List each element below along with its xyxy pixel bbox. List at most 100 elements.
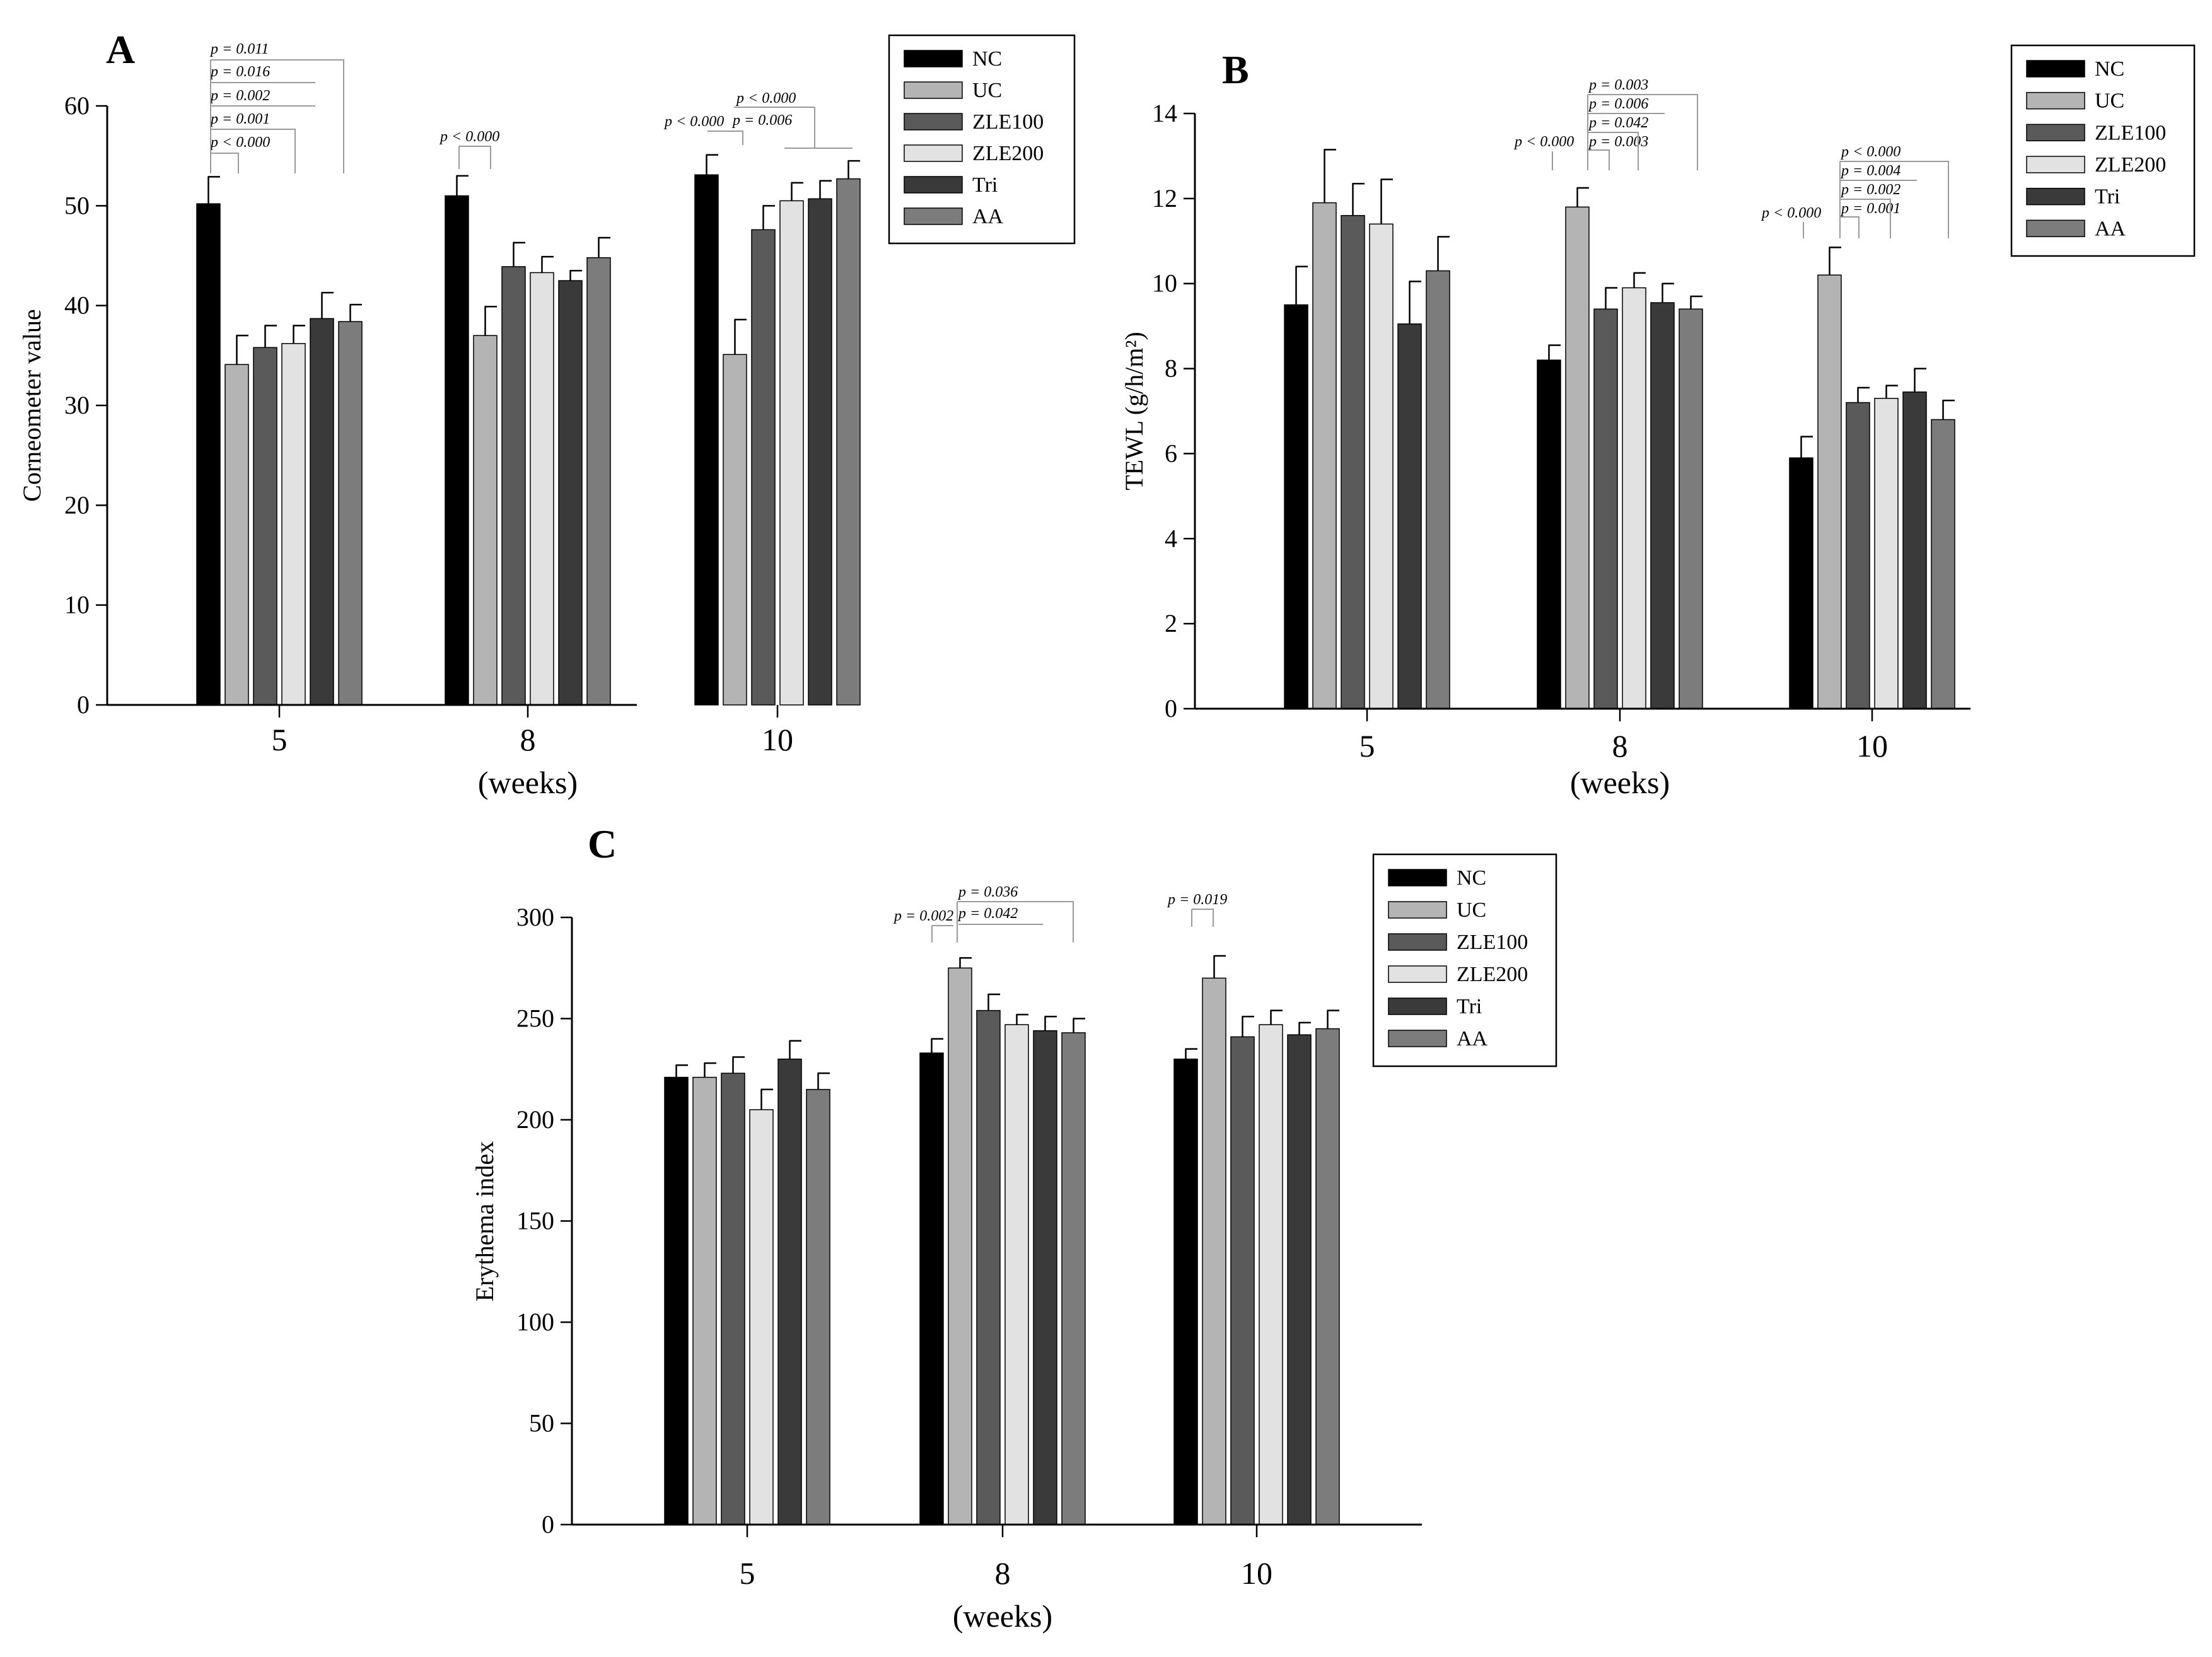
panel-b-pvalue: p = 0.003 [1588,134,1648,150]
panel-b-legend-swatch [2026,187,2085,206]
panel-c-pvalue: p = 0.036 [957,884,1018,900]
panel-c-bar [1202,977,1226,1525]
panel-c-bracket [957,901,1074,943]
panel-b-legend-swatch [2026,156,2085,173]
panel-b-legend-swatch [2026,219,2085,238]
panel-b-bracket [1588,132,1639,170]
panel-a-legend-swatch [904,113,963,131]
panel-b-bracket [1588,149,1610,170]
panel-a-y-tick-label: 60 [64,91,90,120]
panel-b-bar [1846,402,1870,709]
panel-a-bracket [459,146,491,169]
panel-c-bar [1287,1034,1312,1525]
panel-b-y-tick-label: 8 [1165,354,1177,383]
panel-a-y-tick-label: 20 [64,491,90,519]
panel-a-bar [224,364,249,706]
panel-c-legend: NC UC ZLE100 ZLE200 Tri AA [1372,853,1557,1067]
panel-a-bar [558,280,583,706]
panel-b-bracket [1840,161,1949,238]
panel-b-bar [1284,304,1308,709]
panel-c-letter: C [588,822,617,866]
panel-b-bracket [1840,216,1860,238]
panel-c-y-tick-label: 100 [516,1308,554,1336]
panel-a-pvalue: p = 0.011 [209,41,269,57]
panel-c-pvalue: p = 0.002 [893,908,953,924]
panel-a-bar [473,335,498,706]
panel-b-bar [1426,270,1450,709]
panel-c-bar [777,1058,802,1525]
panel-a-x-tick-label: 10 [762,722,793,757]
panel-b-bar [1789,457,1813,709]
panel-b-bar [1369,223,1394,709]
panel-c-legend-label: NC [1457,866,1486,890]
panel-a-legend-label: Tri [972,173,998,197]
panel-c-y-tick-label: 200 [516,1105,554,1134]
panel-c-bar [976,1009,1001,1525]
panel-b-pvalue: p < 0.000 [1513,134,1574,150]
panel-a-legend: NC UC ZLE100 ZLE200 Tri AA [888,34,1076,245]
panel-a-brackets [210,59,853,173]
panel-b-pvalue: p = 0.004 [1840,163,1901,179]
panel-b-pvalue: p = 0.001 [1840,201,1901,217]
panel-a-pvalue: p < 0.000 [663,113,724,130]
panel-c-legend-label: UC [1457,898,1486,922]
panel-b-x-tick-label: 8 [1612,728,1628,764]
panel-a-bracket [211,59,344,173]
panel-a-legend-swatch [904,81,963,99]
panel-a-bracket [211,129,296,173]
panel-a-bar [836,178,861,706]
panel-c-y-tick-label: 300 [516,903,554,931]
panel-a-significance: p = 0.011 p = 0.016 p = 0.002 p = 0.001 … [209,41,796,151]
panel-c-legend-swatch [1388,1030,1447,1047]
panel-a-legend-label: UC [972,79,1002,102]
panel-a-bar [281,343,306,706]
panel-a-bar [779,200,804,706]
panel-a-pvalue: p = 0.002 [209,88,270,104]
panel-c-bar [919,1052,944,1525]
panel-a-legend-label: NC [972,47,1002,71]
panel-c-bar [1004,1024,1029,1525]
panel-c-bar [1315,1028,1340,1525]
panel-a-bar [310,318,334,706]
panel-c-bracket [1192,909,1214,927]
panel-b-brackets [1552,94,1949,238]
panel-c-pvalue: p = 0.019 [1167,892,1227,908]
panel-a-bar [808,198,832,706]
panel-b-bar [1537,359,1561,709]
panel-c-brackets [931,901,1214,943]
panel-c-legend-label: ZLE100 [1457,931,1528,954]
panel-a-bracket [707,131,743,145]
panel-c-bar [1033,1030,1057,1525]
panel-b-y-tick-label: 14 [1152,99,1177,127]
panel-b-bar [1593,308,1618,709]
panel-a-x-axis-label: (weeks) [478,765,578,800]
panel-a-pvalue: p < 0.000 [209,134,270,151]
panel-c-bar [692,1076,717,1525]
panel-b-bar [1341,215,1365,709]
panel-c-y-tick-label: 0 [542,1510,554,1538]
panel-a-bar [586,257,611,706]
panel-a: A 0 10 20 30 40 50 60 5 8 10 (weeks) Corneometer va… [18,27,1076,800]
panel-b-legend-label: ZLE100 [2095,121,2166,144]
panel-b-legend-swatch [2026,124,2085,142]
panel-b-bar [1902,391,1927,709]
panel-c-legend-swatch [1388,933,1447,951]
panel-a-legend-swatch [904,50,963,67]
panel-a-bar [501,266,526,706]
panel-c-y-axis-label: Erythema index [470,1141,499,1301]
panel-a-y-tick-label: 40 [64,291,90,320]
panel-a-bar [751,229,776,706]
panel-a-letter: A [106,27,135,72]
panel-c-legend-swatch [1388,869,1447,887]
panel-a-bracket [734,107,815,148]
panel-a-legend-swatch [904,207,963,225]
panel-a-pvalue: p = 0.006 [731,112,792,129]
panel-b-y-tick-label: 10 [1152,269,1177,298]
panel-b-bar [1397,323,1422,709]
panel-c-legend-label: Tri [1457,995,1482,1018]
panel-c-bar [1173,1058,1198,1525]
panel-a-y-tick-label: 0 [77,690,90,719]
panel-a-bar [338,321,363,706]
panel-b-y-tick-label: 12 [1152,184,1177,212]
panel-c-x-tick-label: 8 [995,1555,1011,1591]
